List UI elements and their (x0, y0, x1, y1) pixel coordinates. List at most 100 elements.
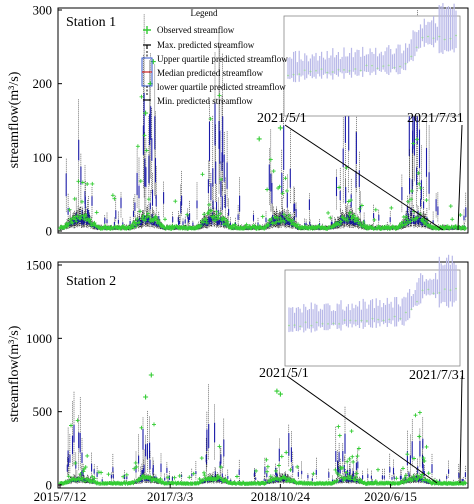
observed-point (112, 196, 117, 201)
observed-point (135, 217, 140, 222)
observed-point (269, 217, 274, 222)
observed-point (204, 218, 209, 223)
observed-point (282, 212, 286, 217)
inset-observed-point (337, 68, 340, 71)
inset-observed-point (292, 73, 295, 76)
panel-station-2: 2021/5/1 2021/7/31 Station 2 05001000150… (7, 254, 469, 504)
observed-point (70, 220, 75, 225)
observed-point (216, 216, 221, 221)
inset-observed-point (326, 71, 329, 74)
observed-point (92, 220, 97, 225)
inset-observed-point (287, 74, 289, 77)
inset-observed-point (455, 34, 457, 37)
observed-point (345, 216, 350, 221)
inset-observed-point (298, 73, 301, 76)
inset-observed-point (404, 62, 407, 65)
observed-point (389, 205, 394, 210)
observed-point (348, 198, 353, 203)
observed-point (69, 220, 74, 225)
observed-point (146, 211, 151, 216)
observed-point (232, 222, 237, 227)
observed-point (287, 213, 292, 218)
observed-point (274, 219, 279, 224)
observed-point (421, 217, 426, 222)
observed-point (355, 216, 360, 221)
observed-point (278, 216, 283, 220)
legend-entry-box: Upper quartile predicted streamflow Medi… (141, 51, 288, 106)
observed-peak-point (143, 110, 149, 116)
observed-peak-point (277, 125, 283, 131)
legend-label-lower: lower quartile predicted streamflow (157, 82, 286, 92)
inset-observed-point (399, 65, 401, 68)
observed-point (94, 210, 99, 215)
observed-point (72, 215, 76, 219)
observed-point (131, 225, 136, 230)
observed-point (83, 214, 87, 219)
y-tick-label: 100 (33, 150, 53, 165)
observed-point (348, 210, 353, 215)
observed-point (215, 213, 220, 218)
observed-point (423, 220, 428, 225)
observed-point (208, 116, 213, 121)
observed-point (362, 223, 367, 227)
observed-point (372, 217, 377, 222)
observed-point (141, 217, 145, 222)
observed-point (423, 222, 428, 226)
observed-point (356, 219, 361, 224)
observed-point (416, 171, 421, 176)
observed-point (347, 213, 352, 218)
observed-point (345, 218, 350, 223)
observed-point (140, 215, 145, 220)
inset-1 (283, 3, 461, 117)
observed-point (173, 199, 178, 204)
observed-point (351, 213, 356, 218)
observed-point (132, 220, 137, 225)
observed-point (417, 181, 422, 186)
observed-point (93, 223, 98, 228)
panel-label-1: Station 1 (66, 15, 116, 30)
observed-point (138, 209, 143, 214)
observed-point (268, 157, 273, 162)
inset-observed-point (309, 70, 312, 73)
observed-point (361, 220, 366, 225)
observed-point (85, 216, 90, 221)
observed-point (296, 222, 300, 227)
observed-point (373, 207, 378, 212)
observed-point (260, 214, 265, 219)
observed-point (424, 198, 429, 203)
y-tick-label: 0 (46, 224, 53, 239)
observed-point (76, 179, 81, 184)
observed-point (88, 221, 93, 225)
inset-observed-point (427, 35, 429, 38)
observed-point (201, 220, 206, 225)
observed-point (185, 212, 190, 217)
observed-peak-point (256, 136, 262, 142)
legend-label-min: Min. predicted streamflow (157, 96, 253, 106)
observed-point (409, 197, 414, 202)
observed-point (144, 148, 149, 153)
legend-swatch-observed (143, 26, 151, 34)
observed-point (199, 223, 203, 228)
observed-point (463, 225, 468, 230)
inset-observed-point (354, 68, 357, 70)
observed-point (280, 191, 285, 196)
observed-point (404, 221, 409, 226)
observed-point (415, 215, 420, 220)
observed-point (220, 218, 225, 223)
observed-point (85, 182, 90, 186)
observed-point (326, 210, 331, 215)
observed-point (138, 179, 143, 184)
observed-point (282, 219, 287, 224)
observed-point (265, 187, 270, 192)
observed-point (410, 217, 415, 222)
legend-label-max: Max. predicted streamflow (157, 40, 255, 50)
observed-point (226, 221, 231, 226)
observed-point (147, 215, 152, 220)
observed-point (170, 223, 175, 228)
observed-point (184, 224, 189, 229)
zoom-line-right-1 (457, 124, 463, 231)
observed-point (78, 216, 83, 221)
observed-point (284, 215, 289, 220)
observed-point (218, 211, 223, 216)
